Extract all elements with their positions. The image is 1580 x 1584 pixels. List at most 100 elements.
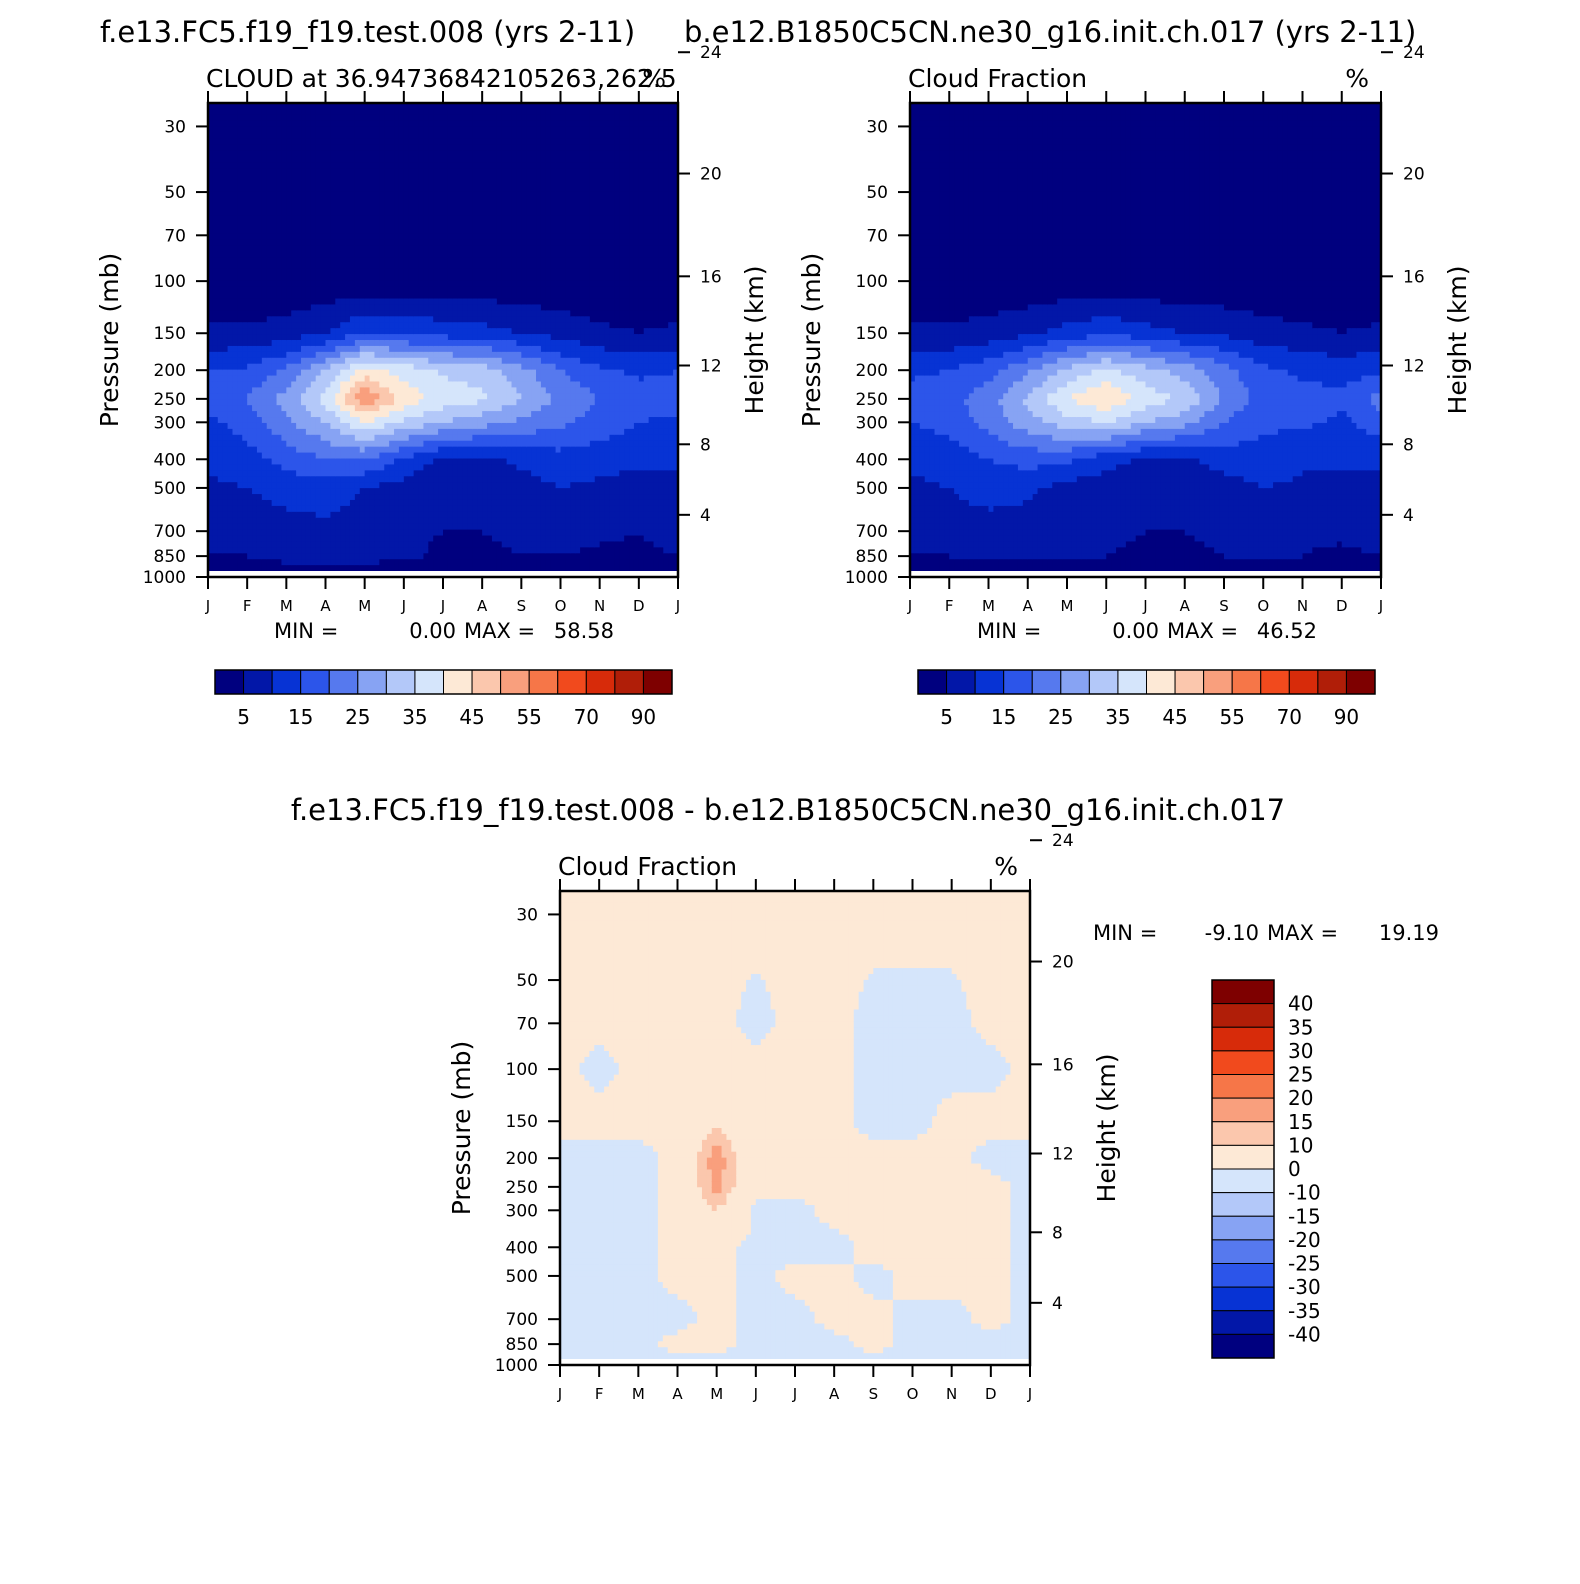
contour-cell	[428, 168, 434, 175]
contour-cell	[463, 156, 469, 163]
contour-cell	[262, 192, 268, 199]
contour-cell	[335, 346, 341, 353]
contour-cell	[242, 287, 248, 294]
contour-cell	[223, 447, 229, 454]
contour-cell	[389, 506, 395, 513]
contour-cell	[218, 376, 224, 383]
contour-cell	[443, 435, 449, 442]
contour-cell	[306, 553, 312, 560]
contour-cell	[311, 127, 317, 134]
contour-cell	[277, 216, 283, 223]
contour-cell	[277, 518, 283, 525]
contour-cell	[477, 553, 483, 560]
contour-cell	[394, 127, 400, 134]
contour-cell	[487, 506, 493, 513]
contour-cell	[213, 192, 219, 199]
contour-cell	[374, 299, 380, 306]
contour-cell	[448, 287, 454, 294]
contour-cell	[257, 411, 263, 418]
contour-cell	[482, 227, 488, 234]
contour-cell	[448, 370, 454, 377]
contour-cell	[232, 287, 238, 294]
contour-cell	[463, 453, 469, 460]
contour-cell	[482, 476, 488, 483]
contour-cell	[286, 287, 292, 294]
contour-cell	[350, 233, 356, 240]
contour-cell	[394, 417, 400, 424]
contour-cell	[409, 180, 415, 187]
contour-cell	[223, 441, 229, 448]
contour-cell	[272, 530, 278, 537]
contour-cell	[272, 399, 278, 406]
contour-cell	[438, 239, 444, 246]
contour-cell	[232, 482, 238, 489]
contour-cell	[370, 346, 376, 353]
contour-cell	[477, 506, 483, 513]
contour-cell	[277, 210, 283, 217]
contour-cell	[301, 121, 307, 128]
contour-cell	[365, 470, 371, 477]
contour-cell	[252, 423, 258, 430]
contour-cell	[453, 500, 459, 507]
contour-cell	[286, 109, 292, 116]
contour-cell	[365, 222, 371, 229]
contour-cell	[242, 304, 248, 311]
contour-cell	[365, 263, 371, 270]
contour-cell	[374, 192, 380, 199]
contour-cell	[458, 144, 464, 151]
contour-cell	[228, 186, 234, 193]
contour-cell	[370, 150, 376, 157]
contour-cell	[370, 144, 376, 151]
contour-cell	[340, 441, 346, 448]
contour-cell	[252, 553, 258, 560]
contour-cell	[370, 210, 376, 217]
contour-cell	[409, 162, 415, 169]
contour-cell	[433, 245, 439, 252]
contour-cell	[492, 559, 498, 566]
contour-cell	[267, 127, 273, 134]
contour-cell	[311, 316, 317, 323]
contour-cell	[311, 370, 317, 377]
contour-cell	[223, 512, 229, 519]
contour-cell	[477, 121, 483, 128]
contour-cell	[389, 310, 395, 317]
contour-cell	[335, 393, 341, 400]
contour-cell	[228, 494, 234, 501]
contour-cell	[497, 553, 503, 560]
contour-cell	[345, 494, 351, 501]
contour-cell	[409, 233, 415, 240]
contour-cell	[306, 459, 312, 466]
contour-cell	[507, 559, 513, 566]
contour-cell	[365, 109, 371, 116]
contour-cell	[404, 139, 410, 146]
contour-cell	[326, 512, 332, 519]
contour-cell	[267, 453, 273, 460]
contour-cell	[291, 417, 297, 424]
contour-cell	[306, 198, 312, 205]
contour-cell	[316, 376, 322, 383]
contour-cell	[247, 482, 253, 489]
contour-cell	[409, 210, 415, 217]
contour-cell	[272, 233, 278, 240]
contour-cell	[335, 482, 341, 489]
contour-cell	[213, 476, 219, 483]
contour-cell	[306, 441, 312, 448]
contour-cell	[423, 340, 429, 347]
contour-cell	[277, 121, 283, 128]
contour-cell	[423, 559, 429, 566]
contour-cell	[345, 304, 351, 311]
contour-cell	[389, 399, 395, 406]
contour-cell	[467, 464, 473, 471]
contour-cell	[433, 411, 439, 418]
contour-cell	[316, 204, 322, 211]
contour-cell	[492, 500, 498, 507]
contour-cell	[374, 476, 380, 483]
contour-cell	[228, 553, 234, 560]
contour-cell	[252, 174, 258, 181]
contour-cell	[463, 405, 469, 412]
contour-cell	[374, 287, 380, 294]
contour-cell	[247, 476, 253, 483]
contour-cell	[340, 186, 346, 193]
contour-cell	[291, 216, 297, 223]
contour-cell	[252, 257, 258, 264]
